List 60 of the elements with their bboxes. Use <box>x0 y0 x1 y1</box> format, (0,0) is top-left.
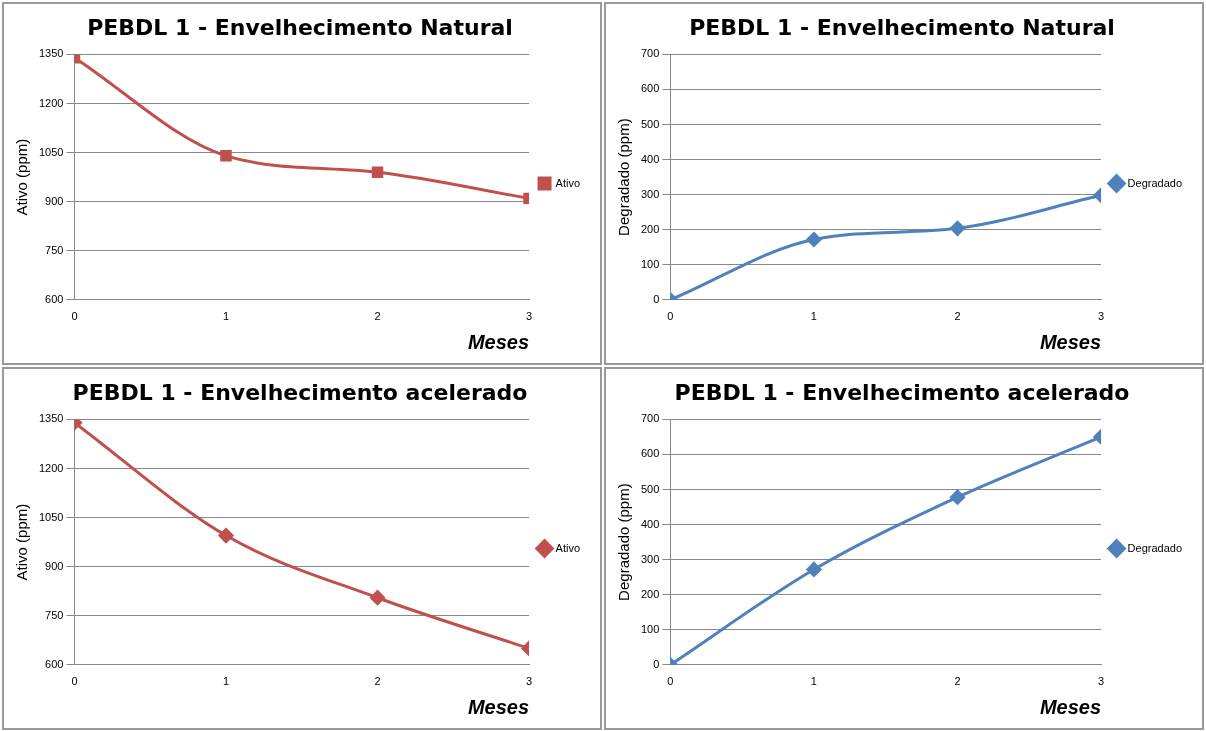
chart-title: PEBDL 1 - Envelhecimento Natural <box>87 14 513 40</box>
x-tick-label: 3 <box>1098 310 1105 323</box>
x-axis-title: Meses <box>467 695 530 718</box>
y-tick-label: 1350 <box>38 47 64 60</box>
chart-title: PEBDL 1 - Envelhecimento Natural <box>689 14 1115 40</box>
y-tick-label: 750 <box>45 608 64 621</box>
y-tick-label: 700 <box>640 412 660 425</box>
x-axis-title: Meses <box>1039 695 1102 718</box>
x-tick-label: 0 <box>667 675 674 688</box>
y-axis-title: Degradado (ppm) <box>615 483 633 601</box>
y-tick-label: 1200 <box>38 461 64 474</box>
x-tick-label: 0 <box>667 310 674 323</box>
x-tick-label: 2 <box>374 675 381 688</box>
y-tick-label: 900 <box>45 559 64 572</box>
x-tick-label: 2 <box>954 675 961 688</box>
y-tick-label: 0 <box>653 292 660 305</box>
x-tick-label: 1 <box>810 310 817 323</box>
y-tick-label: 500 <box>640 482 660 495</box>
y-tick-label: 200 <box>640 587 660 600</box>
y-tick-label: 100 <box>640 622 660 635</box>
x-tick-label: 2 <box>954 310 961 323</box>
y-tick-label: 300 <box>640 552 660 565</box>
chart-title: PEBDL 1 - Envelhecimento acelerado <box>72 379 528 405</box>
y-axis-title: Ativo (ppm) <box>13 138 31 216</box>
chart-title: PEBDL 1 - Envelhecimento acelerado <box>674 379 1130 405</box>
x-tick-label: 3 <box>525 675 533 688</box>
legend-label: Ativo <box>555 541 581 554</box>
x-tick-label: 0 <box>71 675 78 688</box>
y-tick-label: 600 <box>640 82 660 95</box>
x-tick-label: 1 <box>222 310 230 323</box>
legend-label: Ativo <box>555 176 581 189</box>
y-tick-label: 0 <box>653 657 660 670</box>
legend-label: Degradado <box>1127 176 1183 189</box>
y-tick-label: 300 <box>640 187 660 200</box>
y-tick-label: 500 <box>640 117 660 130</box>
y-tick-label: 900 <box>45 194 64 207</box>
legend-label: Degradado <box>1127 541 1183 554</box>
x-tick-label: 3 <box>525 310 533 323</box>
x-axis-title: Meses <box>1039 330 1102 353</box>
y-tick-label: 200 <box>640 222 660 235</box>
y-tick-label: 1050 <box>38 510 64 523</box>
y-axis-title: Degradado (ppm) <box>615 118 633 236</box>
y-tick-label: 600 <box>640 447 660 460</box>
y-tick-label: 1200 <box>38 96 64 109</box>
y-tick-label: 600 <box>45 657 64 670</box>
y-tick-label: 100 <box>640 257 660 270</box>
x-tick-label: 1 <box>222 675 230 688</box>
x-tick-label: 3 <box>1098 675 1105 688</box>
x-tick-label: 1 <box>810 675 817 688</box>
y-tick-label: 400 <box>640 152 660 165</box>
y-tick-label: 700 <box>640 47 660 60</box>
y-tick-label: 600 <box>45 292 64 305</box>
y-tick-label: 1050 <box>38 145 64 158</box>
x-tick-label: 2 <box>374 310 381 323</box>
y-tick-label: 400 <box>640 517 660 530</box>
y-tick-label: 750 <box>45 243 64 256</box>
y-tick-label: 1350 <box>38 412 64 425</box>
x-tick-label: 0 <box>71 310 78 323</box>
y-axis-title: Ativo (ppm) <box>13 503 31 581</box>
x-axis-title: Meses <box>467 330 530 353</box>
